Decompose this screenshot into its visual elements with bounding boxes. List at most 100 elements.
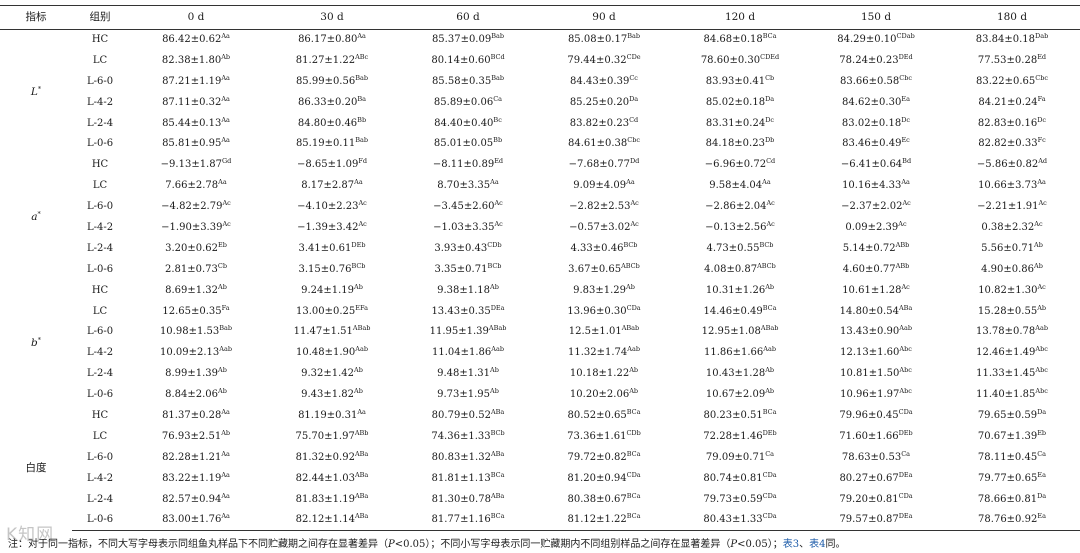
value-cell: 80.43±1.33CDa — [672, 509, 808, 532]
significance-letters: Aa — [221, 94, 230, 103]
value-cell: 78.60±0.30CDEd — [672, 50, 808, 71]
table-row: L-2-4 82.57±0.94Aa 81.83±1.19ABa 81.30±0.78… — [0, 489, 1080, 510]
group-label: L-2-4 — [86, 117, 114, 129]
value-cell: 81.77±1.16BCa — [400, 509, 536, 532]
value-cell: 9.73±1.95Ab — [400, 385, 536, 406]
value-text: 83.93±0.41 — [705, 75, 766, 87]
significance-letters: BCb — [759, 240, 774, 249]
value-text: 13.78±0.78 — [975, 326, 1036, 338]
significance-letters: Aab — [763, 345, 776, 354]
significance-letters: Dc — [901, 115, 911, 124]
value-text: −2.21±1.91 — [977, 201, 1039, 213]
value-text: 2.81±0.73 — [164, 263, 218, 275]
metric-name: b — [31, 336, 38, 349]
value-cell: 85.37±0.09Bab — [400, 30, 536, 51]
value-text: 85.37±0.09 — [431, 34, 492, 46]
significance-letters: ABab — [352, 324, 371, 333]
value-cell: 79.72±0.82BCa — [536, 447, 672, 468]
significance-letters: Ca — [1037, 449, 1047, 458]
metric-name: a — [31, 211, 38, 224]
significance-letters: CDab — [896, 32, 915, 41]
value-text: 11.33±1.45 — [976, 368, 1036, 380]
value-cell: 14.80±0.54ABa — [808, 301, 944, 322]
value-cell: 70.67±1.39Eb — [944, 426, 1080, 447]
value-cell: 82.38±1.80Ab — [128, 50, 264, 71]
value-cell: 10.98±1.53Bab — [128, 322, 264, 343]
group-label: L-4-2 — [86, 221, 114, 233]
value-text: 9.38±1.18 — [437, 284, 491, 296]
value-text: 3.15±0.76 — [298, 263, 352, 275]
value-text: 79.20±0.81 — [839, 493, 899, 505]
value-cell: 4.73±0.55BCb — [672, 238, 808, 259]
value-cell: 75.70±1.97ABb — [264, 426, 400, 447]
value-cell: 84.21±0.24Fa — [944, 92, 1080, 113]
significance-letters: Fd — [358, 157, 367, 166]
significance-letters: Cc — [629, 73, 638, 82]
value-text: 8.84±2.06 — [165, 389, 219, 401]
significance-letters: Aa — [762, 178, 771, 187]
significance-letters: Cd — [766, 157, 776, 166]
significance-letters: Dd — [629, 157, 640, 166]
significance-letters: Aa — [626, 178, 635, 187]
value-text: 5.56±0.71 — [981, 242, 1035, 254]
table3-link[interactable]: 表3 — [782, 539, 800, 550]
value-cell: 85.58±0.35Bab — [400, 71, 536, 92]
value-cell: −1.03±3.35Ac — [400, 218, 536, 239]
significance-letters: Aab — [491, 345, 504, 354]
significance-letters: ABab — [488, 324, 507, 333]
value-cell: 79.09±0.71Ca — [672, 447, 808, 468]
group-label: L-6-0 — [86, 201, 114, 213]
significance-letters: Ab — [490, 366, 499, 375]
value-cell: 82.12±1.14ABa — [264, 509, 400, 532]
value-text: −6.96±0.72 — [704, 159, 767, 171]
significance-letters: DEb — [898, 428, 913, 437]
value-cell: 83.31±0.24Dc — [672, 113, 808, 134]
table-footnote: 注：对于同一指标，不同大写字母表示同组鱼丸样品下不同贮藏期之间存在显著差异（P<… — [8, 535, 1076, 550]
significance-letters: Aab — [1035, 324, 1048, 333]
significance-letters: Ea — [1037, 470, 1046, 479]
value-text: −8.65±1.09 — [297, 159, 359, 171]
value-cell: 9.48±1.31Ab — [400, 364, 536, 385]
value-text: 9.58±4.04 — [709, 180, 763, 192]
value-cell: 84.80±0.46Bb — [264, 113, 400, 134]
significance-letters: Aa — [354, 178, 363, 187]
value-text: 79.73±0.59 — [703, 493, 763, 505]
value-cell: 85.89±0.06Ca — [400, 92, 536, 113]
value-cell: 82.44±1.03ABa — [264, 468, 400, 489]
significance-letters: Aa — [221, 73, 230, 82]
significance-letters: Ad — [1038, 157, 1048, 166]
value-cell: 73.36±1.61CDb — [536, 426, 672, 447]
value-text: 80.23±0.51 — [703, 409, 763, 421]
significance-letters: DEa — [898, 470, 913, 479]
significance-letters: Ab — [1037, 303, 1047, 312]
value-cell: 81.81±1.13BCa — [400, 468, 536, 489]
value-cell: −8.65±1.09Fd — [264, 155, 400, 176]
value-cell: 80.52±0.65BCa — [536, 406, 672, 427]
significance-letters: Ca — [901, 449, 911, 458]
table-row: L-4-2 −1.90±3.39Ac −1.39±3.42Ac −1.03±3.35A… — [0, 218, 1080, 239]
significance-letters: ABb — [895, 261, 910, 270]
value-text: 83.31±0.24 — [705, 117, 766, 129]
significance-letters: ABab — [760, 324, 779, 333]
significance-letters: ABa — [354, 470, 369, 479]
value-cell: 10.67±2.09Ab — [672, 385, 808, 406]
value-text: 86.33±0.20 — [298, 96, 358, 108]
value-cell: 3.93±0.43CDb — [400, 238, 536, 259]
value-cell: 9.09±4.09Aa — [536, 176, 672, 197]
value-text: 11.04±1.86 — [431, 347, 492, 359]
significance-letters: Ed — [1037, 52, 1047, 61]
note-text: <0.05）； — [737, 539, 783, 550]
value-text: 85.99±0.56 — [295, 75, 356, 87]
value-text: 11.47±1.51 — [293, 326, 353, 338]
significance-letters: CDa — [626, 470, 641, 479]
table4-link[interactable]: 表4 — [809, 539, 826, 550]
note-p-symbol: P — [730, 539, 738, 550]
value-cell: 84.18±0.23Db — [672, 134, 808, 155]
value-cell: 10.16±4.33Aa — [808, 176, 944, 197]
value-text: 78.66±0.81 — [977, 493, 1038, 505]
value-text: −6.41±0.64 — [840, 159, 903, 171]
value-text: 14.46±0.49 — [703, 305, 763, 317]
group-label: HC — [91, 284, 109, 296]
significance-letters: Bab — [355, 73, 369, 82]
value-cell: 11.33±1.45Abc — [944, 364, 1080, 385]
